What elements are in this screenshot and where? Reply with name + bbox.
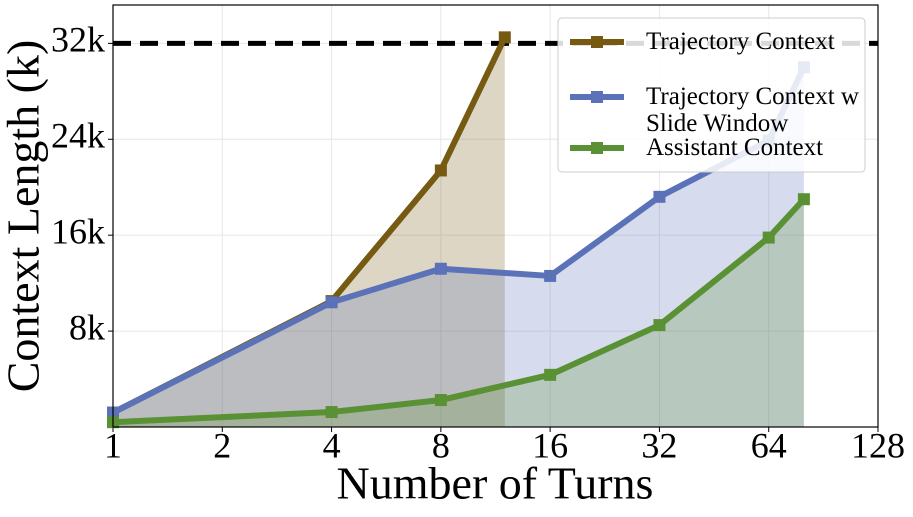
y-tick-label: 32k: [51, 20, 105, 60]
marker: [325, 296, 338, 309]
legend-label: Trajectory Context w Slide Window: [646, 83, 859, 137]
x-tick-label: 1: [104, 425, 122, 465]
legend-label: Trajectory Context: [646, 28, 835, 55]
legend-item: Assistant Context: [646, 134, 824, 161]
y-tick-label: 16k: [51, 211, 105, 251]
marker: [762, 231, 775, 244]
legend-marker: [591, 91, 603, 103]
marker: [544, 368, 557, 381]
x-tick-label: 64: [751, 425, 787, 465]
y-tick-label: 8k: [69, 307, 105, 347]
plot-frame: [112, 4, 879, 428]
legend-marker: [591, 36, 603, 48]
marker: [434, 164, 447, 177]
legend-item: Trajectory Context: [646, 28, 835, 55]
marker: [325, 406, 338, 419]
legend-box: [557, 17, 866, 173]
x-tick-label: 16: [532, 425, 568, 465]
marker: [434, 394, 447, 407]
y-axis-label: Context Length (k): [0, 40, 49, 393]
x-tick-label: 8: [432, 425, 450, 465]
legend-label: Assistant Context: [646, 134, 824, 161]
legend-marker: [591, 142, 603, 154]
y-tick-label: 24k: [51, 116, 105, 156]
marker: [797, 193, 810, 206]
area: [113, 37, 505, 427]
area: [113, 199, 804, 427]
marker: [434, 262, 447, 275]
x-axis-label: Number of Turns: [337, 458, 654, 509]
marker: [653, 319, 666, 332]
marker: [498, 31, 511, 44]
x-tick-label: 128: [851, 425, 905, 465]
legend-item: Trajectory Context w Slide Window: [646, 83, 859, 137]
marker: [653, 190, 666, 203]
x-tick-label: 4: [323, 425, 341, 465]
x-tick-label: 32: [641, 425, 677, 465]
x-tick-label: 2: [213, 425, 231, 465]
marker: [544, 269, 557, 282]
